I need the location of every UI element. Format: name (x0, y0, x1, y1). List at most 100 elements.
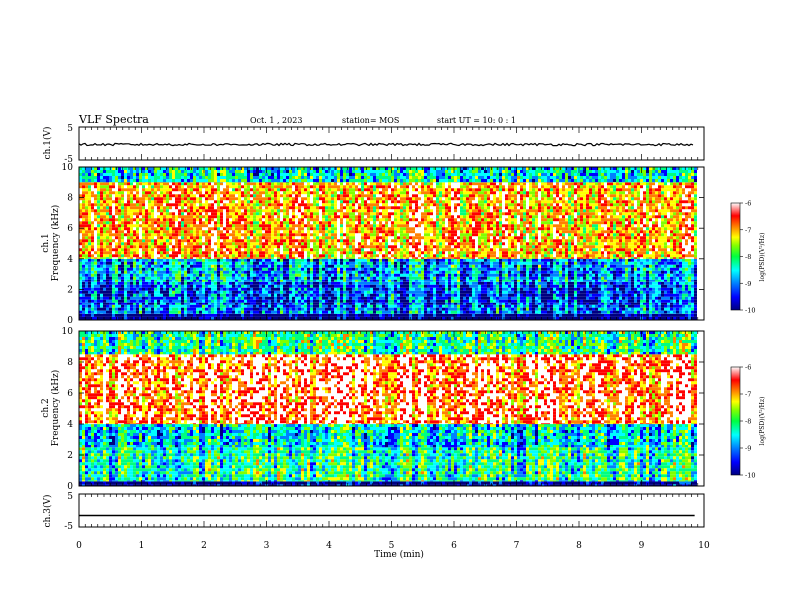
spectrogram-cell (163, 290, 166, 294)
spectrogram-cell (118, 167, 121, 170)
spectrogram-cell (184, 179, 187, 182)
spectrogram-cell (295, 287, 298, 291)
spectrogram-cell (181, 299, 184, 303)
spectrogram-cell (307, 224, 310, 228)
spectrogram-cell (226, 307, 229, 311)
spectrogram-cell (178, 242, 181, 246)
spectrogram-cell (292, 182, 295, 186)
spectrogram-cell (100, 316, 103, 320)
spectrogram-cell (346, 310, 349, 314)
spectrogram-cell (127, 239, 130, 243)
spectrogram-cell (106, 224, 109, 228)
spectrogram-cell (226, 236, 229, 240)
spectrogram-cell (175, 218, 178, 222)
spectrogram-cell (217, 200, 220, 204)
spectrogram-cell (274, 221, 277, 225)
spectrogram-cell (94, 248, 97, 252)
spectrogram-cell (205, 227, 208, 231)
date-label: Oct. 1 , 2023 (250, 116, 302, 125)
spectrogram-cell (301, 287, 304, 291)
spectrogram-cell (97, 293, 100, 297)
spectrogram-cell (346, 299, 349, 303)
spectrogram-cell (307, 212, 310, 216)
spectrogram-cell (283, 281, 286, 285)
spectrogram-cell (346, 279, 349, 282)
spectrogram-cell (256, 251, 259, 255)
spectrogram-cell (97, 182, 100, 186)
spectrogram-cell (253, 245, 256, 249)
spectrogram-cell (211, 200, 214, 204)
spectrogram-cell (154, 194, 157, 198)
spectrogram-cell (199, 212, 202, 216)
spectrogram-cell (286, 233, 289, 237)
spectrogram-cell (226, 230, 229, 234)
spectrogram-cell (223, 257, 226, 259)
spectrogram-cell (148, 191, 151, 195)
spectrogram-cell (232, 293, 235, 297)
spectrogram-cell (202, 279, 205, 282)
spectrogram-cell (346, 212, 349, 216)
spectrogram-cell (232, 173, 235, 176)
spectrogram-cell (175, 310, 178, 314)
spectrogram-cell (328, 254, 331, 258)
spectrogram-cell (280, 218, 283, 222)
spectrogram-cell (100, 284, 103, 288)
spectrogram-cell (85, 209, 88, 213)
spectrogram-cell (271, 313, 274, 317)
spectrogram-cell (337, 206, 340, 210)
spectrogram-cell (262, 245, 265, 249)
spectrogram-cell (103, 304, 106, 308)
spectrogram-cell (241, 233, 244, 237)
spectrogram-cell (130, 270, 133, 274)
spectrogram-cell (268, 276, 271, 280)
spectrogram-cell (301, 227, 304, 231)
spectrogram-cell (337, 215, 340, 219)
spectrogram-cell (169, 273, 172, 277)
spectrogram-cell (160, 194, 163, 198)
spectrogram-cell (310, 194, 313, 198)
spectrogram-cell (289, 261, 292, 265)
spectrogram-cell (346, 233, 349, 237)
spectrogram-cell (145, 251, 148, 255)
spectrogram-cell (187, 197, 190, 201)
spectrogram-cell (136, 267, 139, 271)
spectrogram-cell (142, 302, 145, 305)
spectrogram-cell (238, 287, 241, 291)
spectrogram-cell (280, 209, 283, 213)
spectrogram-cell (184, 185, 187, 189)
spectrogram-cell (220, 197, 223, 201)
spectrogram-cell (205, 242, 208, 246)
spectrogram-cell (121, 310, 124, 314)
spectrogram-cell (307, 188, 310, 192)
spectrogram-cell (154, 203, 157, 207)
spectrogram-cell (277, 261, 280, 265)
spectrogram-cell (268, 188, 271, 192)
spectrogram-cell (94, 296, 97, 300)
spectrogram-cell (157, 313, 160, 317)
spectrogram-cell (184, 302, 187, 305)
spectrogram-cell (115, 310, 118, 314)
spectrogram-cell (223, 264, 226, 268)
spectrogram-cell (322, 227, 325, 231)
spectrogram-cell (241, 200, 244, 204)
spectrogram-cell (340, 188, 343, 192)
spectrogram-cell (349, 299, 352, 303)
spectrogram-cell (334, 254, 337, 258)
spectrogram-cell (112, 267, 115, 271)
spectrogram-cell (280, 261, 283, 265)
spectrogram-cell (109, 251, 112, 255)
spectrogram-cell (256, 293, 259, 297)
spectrogram-cell (265, 209, 268, 213)
spectrogram-cell (322, 221, 325, 225)
spectrogram-cell (124, 206, 127, 210)
spectrogram-cell (196, 173, 199, 176)
spectrogram-cell (160, 215, 163, 219)
spectrogram-cell (232, 209, 235, 213)
spectrogram-cell (94, 200, 97, 204)
spectrogram-cell (268, 239, 271, 243)
spectrogram-cell (190, 251, 193, 255)
spectrogram-cell (148, 239, 151, 243)
spectrogram-cell (190, 284, 193, 288)
spectrogram-cell (214, 307, 217, 311)
spectrogram-cell (199, 299, 202, 303)
